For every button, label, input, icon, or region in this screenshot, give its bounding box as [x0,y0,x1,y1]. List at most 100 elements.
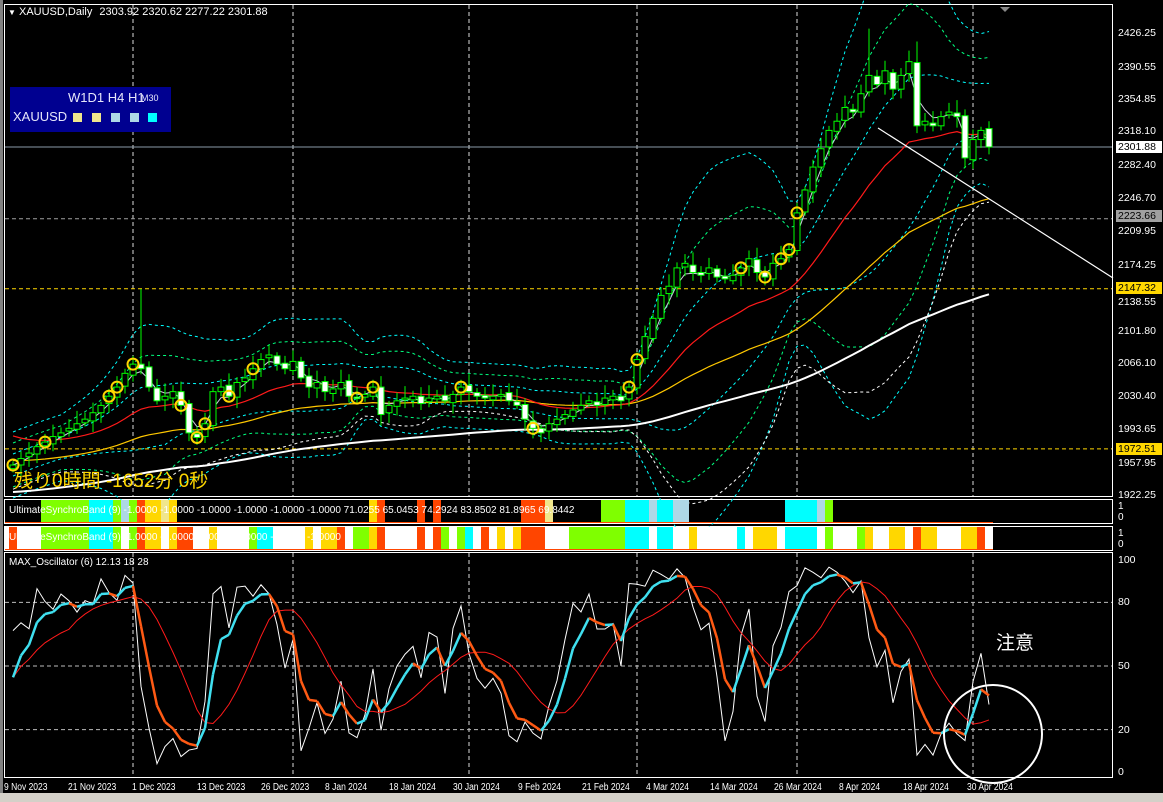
bullish-candle [801,189,809,213]
date-tick: 1 Dec 2023 [132,782,176,793]
band1-segment [113,500,121,523]
bullish-candle [313,381,321,389]
oscillator-main-segment [555,678,567,706]
oscillator-main-segment [412,662,422,671]
bearish-candle [273,355,281,365]
band1-segment [41,500,89,523]
bullish-candle [449,393,457,404]
oscillator-main-segment [315,700,327,715]
bearish-candle [377,386,385,416]
bullish-candle [73,423,81,430]
date-tick: 9 Nov 2023 [4,782,48,793]
bullish-candle [609,395,617,401]
bearish-candle [873,75,881,86]
oscillator-main-segment [403,662,415,676]
band1-segment [129,500,137,523]
band1-scale-max: 1 [1118,501,1124,512]
oscillator-main-segment [739,644,751,670]
bullish-candle [769,262,777,280]
price-tick: 2426.25 [1118,27,1156,39]
status-square-h4 [111,113,120,122]
band1-segment [137,500,145,523]
band2-segment [865,527,873,550]
bullish-candle [97,404,105,414]
price-tick: 2390.55 [1118,61,1156,73]
band2-segment [513,527,521,550]
price-tick: 1922.25 [1118,489,1156,501]
band1-segment [121,500,129,523]
oscillator-main-segment [188,742,198,747]
date-tick: 13 Dec 2023 [196,782,245,793]
oscillator-main-segment [348,713,358,725]
signal-circle-marker [174,398,188,412]
signal-circle-marker [758,270,772,284]
oscillator-main-segment [284,629,294,636]
band1-segment [649,500,657,523]
oscillator-main-segment [923,717,935,734]
oscillator-main-segment [812,581,822,587]
countdown-timer: 残り0時間 -1652分 0秒 [14,471,209,492]
oscillator-main-segment [195,727,207,747]
oscillator-main-segment [395,673,407,689]
bullish-candle [817,148,825,168]
bullish-candle [881,70,889,85]
band2-segment [89,527,113,550]
bullish-candle [665,285,673,295]
status-square-m30 [148,113,157,122]
oscillator-main-segment [180,738,190,745]
ohlc-values: 2303.92 2320.62 2277.22 2301.88 [99,6,268,18]
band2-segment [961,527,977,550]
bullish-candle [945,111,953,116]
date-tick: 8 Apr 2024 [838,782,880,793]
signal-circle-marker [366,380,380,394]
bullish-candle [497,393,505,397]
collapse-triangle-icon[interactable]: ▼ [8,8,16,17]
bullish-candle [121,372,129,387]
bullish-candle [545,423,553,432]
bearish-candle [281,362,289,370]
oscillator-main-segment [771,653,783,672]
band2-segment [481,527,489,550]
bearish-candle [481,394,489,399]
date-tick: 26 Dec 2023 [260,782,310,793]
bullish-candle [865,74,873,93]
highlight-circle [943,684,1043,784]
oscillator-main-segment [235,603,247,617]
oscillator-main-segment [643,585,655,598]
oscillator-main-segment [443,650,455,667]
band2-segment [113,527,121,550]
oscillator-main-segment [828,573,838,578]
price-tick: 2174.25 [1118,259,1156,271]
band1-segment [521,500,545,523]
caution-note: 注意 [996,633,1035,654]
bullish-candle [409,395,417,401]
band2-segment [137,527,145,550]
band1-segment [161,500,169,523]
price-tick: 2318.10 [1118,125,1156,137]
bearish-candle [913,62,921,127]
oscillator-main-segment [579,617,591,635]
bullish-candle [793,212,801,251]
bearish-candle [185,403,193,434]
band1-segment [625,500,649,523]
oscillator-main-segment [532,724,542,732]
bearish-candle [593,401,601,406]
bullish-candle [937,116,945,127]
bullish-candle [217,386,225,393]
bearish-candle [505,392,513,402]
oscillator-main-segment [11,655,23,678]
oscillator-main-segment [844,576,854,585]
oscillator-main-segment [19,644,31,657]
oscillator-main-segment [915,699,927,719]
oscillator-main-segment [339,701,351,716]
date-tick: 18 Apr 2024 [902,782,949,793]
oscillator-main-segment [731,668,743,693]
level-tag-2: 2147.32 [1116,282,1162,294]
oscillator-main-segment [852,581,862,585]
oscillator-main-segment [467,640,479,657]
signal-circle-marker [38,435,52,449]
date-tick: 21 Nov 2023 [68,782,117,793]
status-square-h1 [130,113,139,122]
oscillator-tick: 50 [1118,660,1130,672]
